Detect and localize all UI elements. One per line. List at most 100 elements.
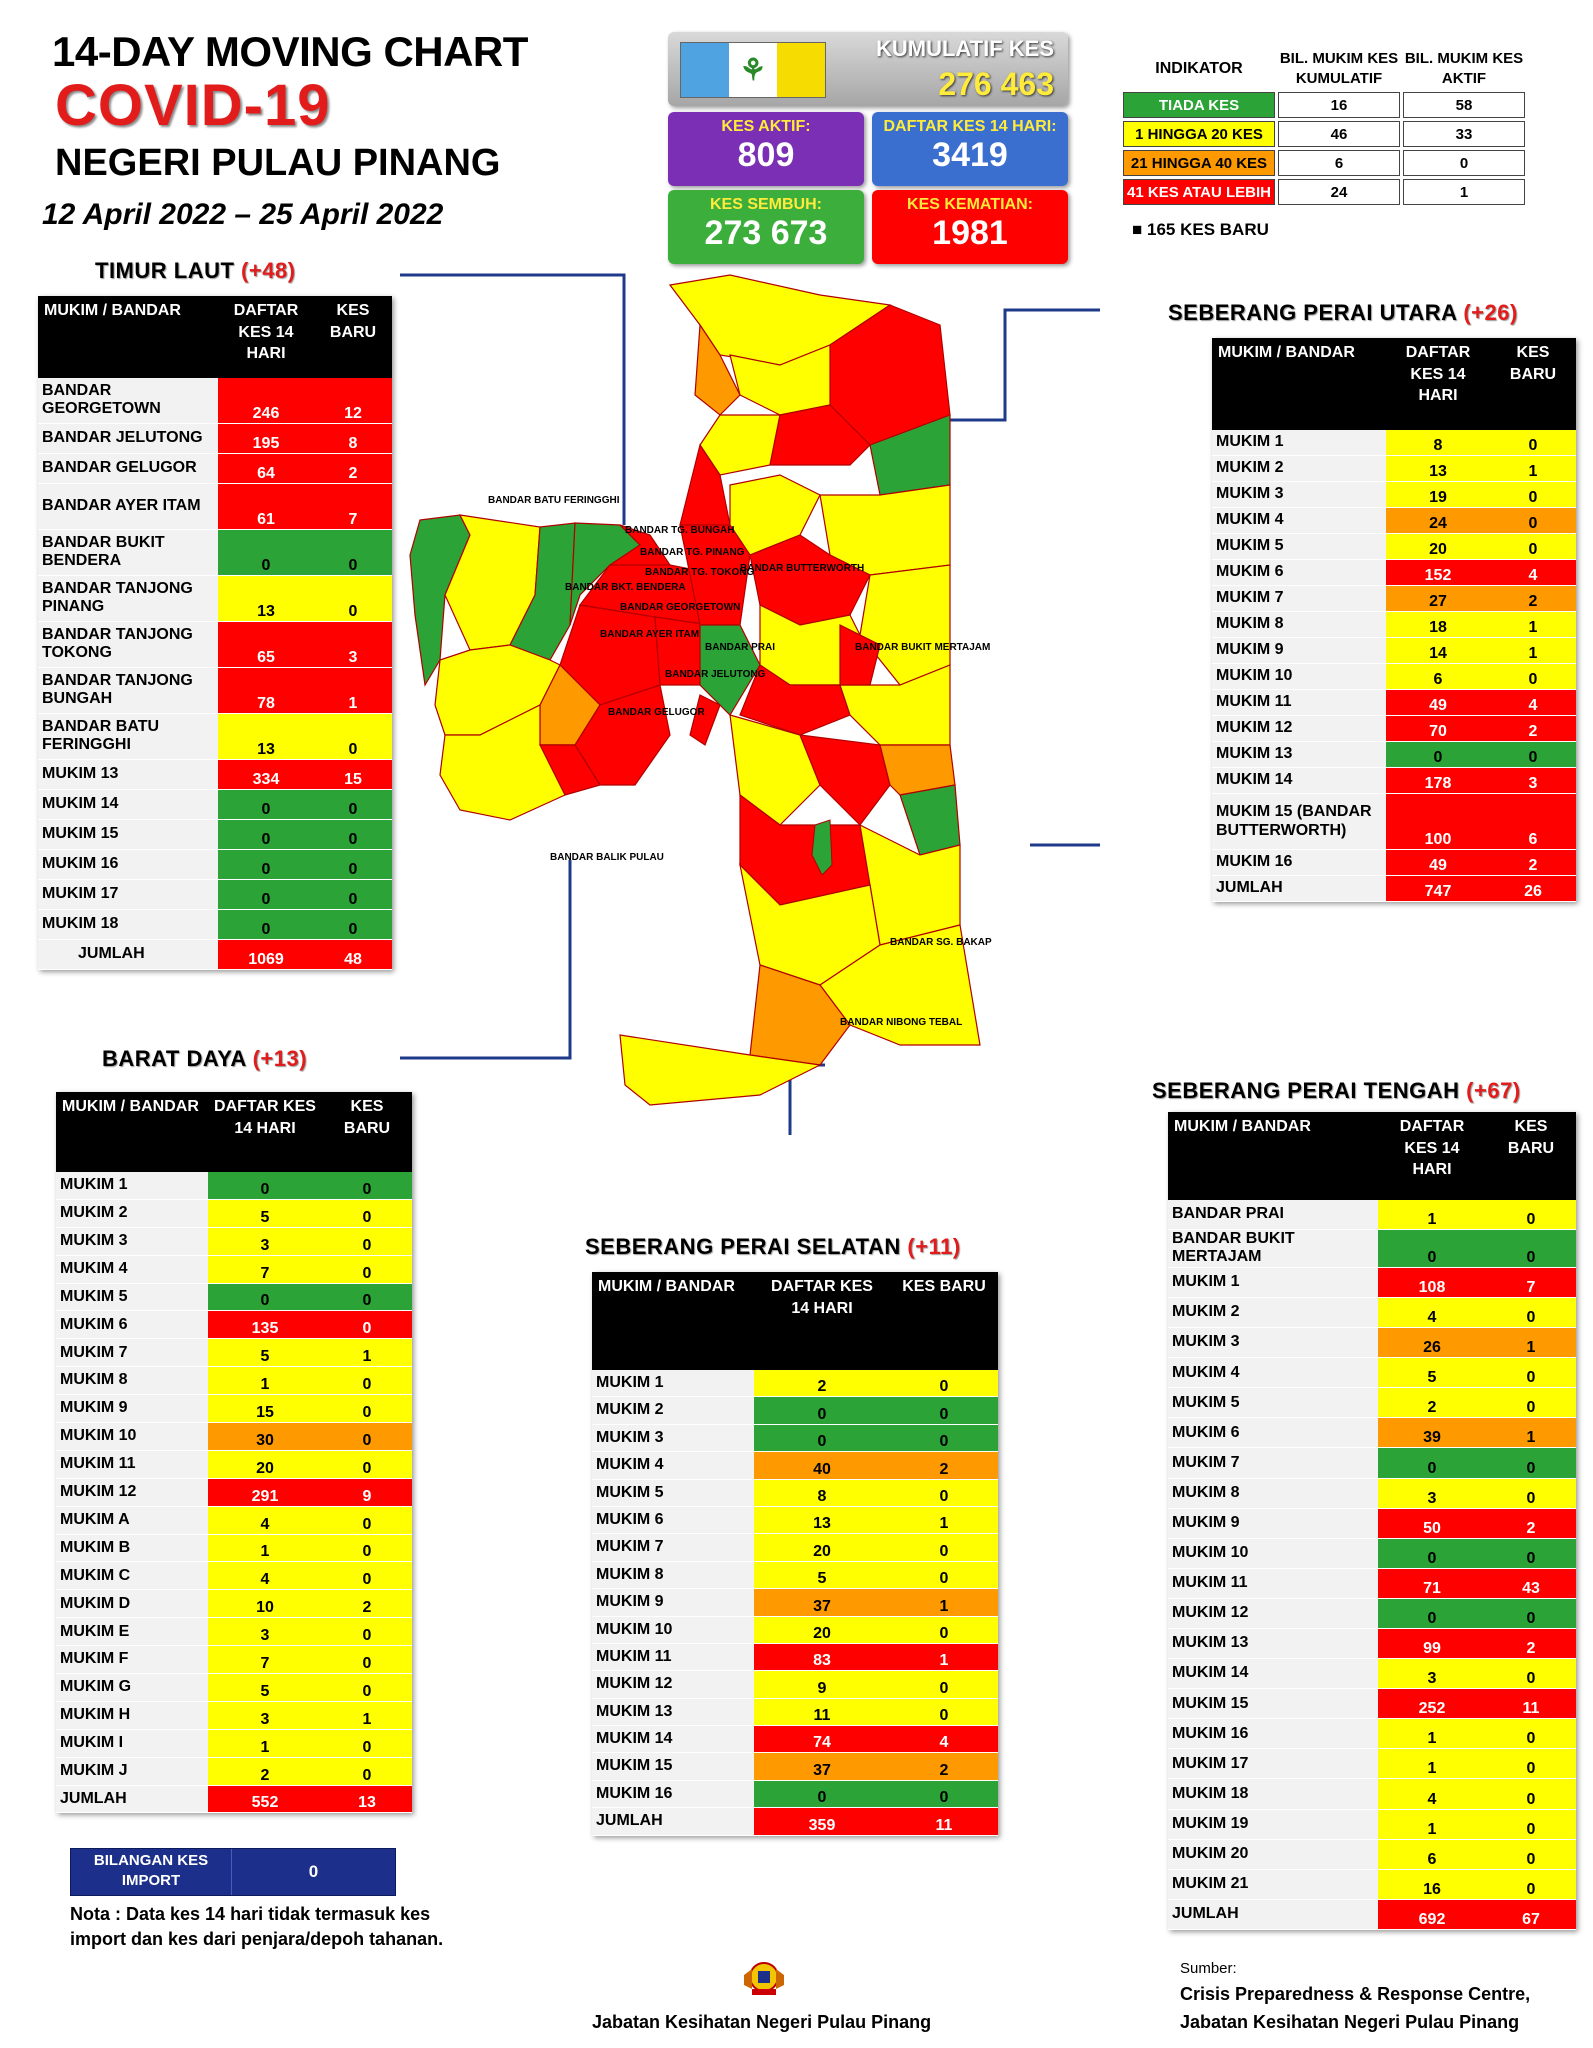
daftar-cell: 8 xyxy=(1386,430,1490,456)
row-name: BANDAR BUKIT MERTAJAM xyxy=(1168,1229,1378,1268)
daftar-cell: 61 xyxy=(218,483,314,530)
baru-cell: 0 xyxy=(1486,1809,1576,1840)
daftar-cell: 3 xyxy=(1378,1478,1486,1509)
table-row: MUKIM 17 1 0 xyxy=(1168,1748,1576,1780)
table-row: MUKIM 11 49 4 xyxy=(1212,689,1576,716)
daftar-cell: 4 xyxy=(1378,1778,1486,1810)
daftar-cell: 0 xyxy=(208,1172,322,1200)
baru-cell: 0 xyxy=(890,1396,998,1425)
baru-cell: 11 xyxy=(890,1807,998,1836)
table-sp-selatan: MUKIM / BANDAR DAFTAR KES 14 HARI KES BARU… xyxy=(592,1272,998,1836)
row-name: MUKIM F xyxy=(56,1645,208,1675)
row-name: MUKIM 16 xyxy=(592,1780,754,1809)
baru-cell: 0 xyxy=(890,1533,998,1562)
baru-cell: 1 xyxy=(1486,1327,1576,1359)
baru-cell: 0 xyxy=(322,1422,412,1451)
row-name: MUKIM E xyxy=(56,1617,208,1647)
baru-cell: 8 xyxy=(314,423,392,454)
table-row: MUKIM 14 178 3 xyxy=(1212,767,1576,794)
column-header-daftar: DAFTAR KES 14 HARI xyxy=(218,296,314,378)
baru-cell: 2 xyxy=(1490,585,1576,612)
row-name: MUKIM 6 xyxy=(1168,1417,1378,1449)
daftar-cell: 108 xyxy=(1378,1267,1486,1298)
baru-cell: 0 xyxy=(1486,1748,1576,1780)
table-row: MUKIM 21 16 0 xyxy=(1168,1869,1576,1900)
daftar-cell: 24 xyxy=(1386,507,1490,534)
legend-aktif-2: 0 xyxy=(1403,150,1525,176)
baru-cell: 2 xyxy=(1490,849,1576,876)
table-row: MUKIM 16 1 0 xyxy=(1168,1718,1576,1750)
daftar-cell: 0 xyxy=(218,909,314,940)
column-header-mukim: MUKIM / BANDAR xyxy=(1212,338,1386,430)
row-name: MUKIM 14 xyxy=(1212,767,1386,794)
row-name: MUKIM H xyxy=(56,1701,208,1730)
row-name: MUKIM 14 xyxy=(38,789,218,820)
baru-cell: 1 xyxy=(1490,637,1576,664)
kumulatif-box: ⚘ KUMULATIF KES 276 463 xyxy=(668,32,1068,106)
row-name: MUKIM 16 xyxy=(38,849,218,880)
table-row: BANDAR TANJONG PINANG 13 0 xyxy=(38,575,392,622)
table-row: BANDAR BUKIT BENDERA 0 0 xyxy=(38,529,392,576)
legend-kum-0: 16 xyxy=(1278,92,1400,118)
table-row: MUKIM 12 70 2 xyxy=(1212,715,1576,742)
legend-kum-2: 6 xyxy=(1278,150,1400,176)
table-row: MUKIM 10 6 0 xyxy=(1212,663,1576,690)
table-row: MUKIM 6 13 1 xyxy=(592,1506,998,1535)
baru-cell: 0 xyxy=(890,1670,998,1699)
row-name: BANDAR BUKIT BENDERA xyxy=(38,529,218,576)
daftar-cell: 0 xyxy=(208,1283,322,1312)
legend-head-aktif: BIL. MUKIM KES AKTIF xyxy=(1404,50,1524,87)
row-name: MUKIM 11 xyxy=(56,1450,208,1479)
row-name: BANDAR TANJONG TOKONG xyxy=(38,621,218,668)
baru-cell: 0 xyxy=(1490,533,1576,560)
legend-label-0: TIADA KES xyxy=(1123,92,1275,118)
row-name: MUKIM 10 xyxy=(1212,663,1386,690)
row-name: MUKIM 10 xyxy=(592,1616,754,1644)
daftar-cell: 4 xyxy=(1378,1297,1486,1329)
daftar-cell: 40 xyxy=(754,1451,890,1480)
legend-label-3: 41 KES ATAU LEBIH xyxy=(1123,179,1275,205)
baru-cell: 0 xyxy=(314,819,392,850)
table-row: MUKIM 4 24 0 xyxy=(1212,507,1576,534)
row-name: MUKIM 18 xyxy=(38,909,218,940)
daftar-cell: 100 xyxy=(1386,793,1490,850)
row-name: BANDAR TANJONG PINANG xyxy=(38,575,218,622)
daftar-cell: 49 xyxy=(1386,849,1490,876)
row-name: MUKIM 5 xyxy=(1212,533,1386,560)
baru-cell: 0 xyxy=(322,1394,412,1424)
map-label-jelutong: BANDAR JELUTONG xyxy=(665,669,766,680)
legend-kum-3: 24 xyxy=(1278,179,1400,205)
daftar-cell: 3 xyxy=(208,1617,322,1647)
daftar-cell: 30 xyxy=(208,1422,322,1451)
row-name: MUKIM 5 xyxy=(56,1283,208,1312)
table-row: MUKIM 4 40 2 xyxy=(592,1451,998,1480)
row-name: MUKIM 3 xyxy=(1168,1327,1378,1359)
row-name: MUKIM 4 xyxy=(1212,507,1386,534)
baru-cell: 4 xyxy=(890,1725,998,1754)
title-sp-tengah: SEBERANG PERAI TENGAH (+67) xyxy=(1152,1078,1521,1103)
table-row: MUKIM 15 252 11 xyxy=(1168,1688,1576,1720)
daftar-cell: 74 xyxy=(754,1725,890,1754)
baru-cell: 0 xyxy=(890,1616,998,1644)
row-name: MUKIM 16 xyxy=(1168,1718,1378,1750)
map-label-sg-bakap: BANDAR SG. BAKAP xyxy=(890,937,992,948)
baru-cell: 1 xyxy=(1490,611,1576,638)
daftar-cell: 13 xyxy=(218,713,314,760)
row-name: MUKIM 7 xyxy=(56,1338,208,1368)
baru-cell: 7 xyxy=(1486,1267,1576,1298)
row-name: MUKIM 14 xyxy=(592,1725,754,1754)
row-name: MUKIM 15 xyxy=(1168,1688,1378,1720)
legend-aktif-3: 1 xyxy=(1403,179,1525,205)
daftar-cell: 135 xyxy=(208,1310,322,1340)
aktif-label: KES AKTIF: xyxy=(721,118,811,135)
source-line-1: Crisis Preparedness & Response Centre, xyxy=(1180,1984,1531,2004)
daftar-cell: 152 xyxy=(1386,559,1490,586)
total-row: JUMLAH 747 26 xyxy=(1212,875,1576,902)
daftar-value: 3419 xyxy=(932,136,1008,174)
